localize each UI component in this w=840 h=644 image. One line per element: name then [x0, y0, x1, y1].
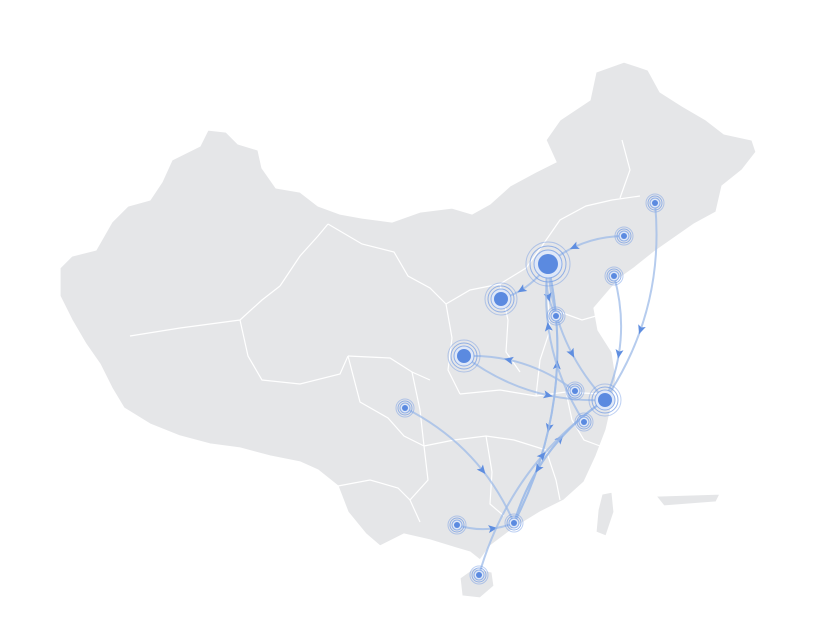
route-line-hefei-xian	[463, 354, 576, 392]
sea-islands-shape	[654, 493, 721, 507]
pulse-ring	[565, 381, 585, 401]
pulse-ring	[567, 383, 583, 399]
city-point	[611, 273, 617, 279]
route-arrow-icon	[615, 349, 624, 359]
city-point	[454, 522, 460, 528]
city-point	[476, 572, 482, 578]
pulse-ring	[529, 245, 567, 283]
province-border-line	[541, 195, 641, 247]
route-line-dalian-shanghai	[604, 275, 623, 401]
pulse-ring	[647, 195, 663, 211]
province-border-line	[565, 391, 601, 447]
province-border-line	[545, 449, 561, 501]
route-arrow-icon	[504, 356, 514, 365]
pulse-ring	[397, 400, 413, 416]
city-marker-haikou[interactable]	[469, 565, 489, 585]
city-marker-nanning[interactable]	[447, 515, 467, 535]
route-arrow-icon	[517, 284, 528, 293]
city-marker-shanghai[interactable]	[588, 383, 622, 417]
city-marker-xian[interactable]	[447, 339, 481, 373]
province-border-line	[485, 435, 505, 517]
city-marker-shenyang[interactable]	[614, 226, 634, 246]
route-line-chengdu-guangzhou	[404, 407, 515, 524]
pulse-ring	[487, 285, 515, 313]
province-border-line	[559, 311, 597, 321]
city-marker-hangzhou[interactable]	[574, 412, 594, 432]
route-arrow-icon	[535, 462, 544, 473]
pulse-ring	[606, 268, 622, 284]
city-marker-chengdu[interactable]	[395, 398, 415, 418]
province-border-line	[411, 371, 425, 447]
route-line-guangzhou-beijing	[513, 263, 559, 524]
city-point	[598, 393, 612, 407]
pulse-ring	[548, 308, 564, 324]
province-border-line	[337, 479, 411, 501]
pulse-ring	[604, 266, 624, 286]
route-arrow-icon	[569, 241, 580, 250]
city-point	[553, 313, 559, 319]
province-borders	[129, 139, 641, 523]
pulse-ring	[616, 228, 632, 244]
province-border-line	[347, 355, 425, 447]
route-line-shanghai-guangzhou	[513, 399, 606, 524]
city-point	[402, 405, 408, 411]
pulse-ring	[525, 241, 571, 287]
pulse-ring	[450, 342, 478, 370]
pulse-ring	[504, 513, 524, 533]
city-point	[572, 388, 578, 394]
city-marker-guangzhou[interactable]	[504, 513, 524, 533]
taiwan-island	[595, 491, 615, 537]
province-border-line	[619, 139, 631, 199]
pulse-ring	[645, 193, 665, 213]
pulse-ring	[576, 414, 592, 430]
route-line-changchun-shanghai	[604, 202, 658, 401]
province-border-line	[239, 319, 349, 385]
route-line-hangzhou-beijing	[545, 263, 585, 423]
mainland-shape	[59, 61, 757, 561]
route-line-xian-shanghai	[463, 355, 606, 402]
pulse-ring	[484, 282, 518, 316]
pulse-ring	[449, 517, 465, 533]
pulse-ring	[588, 383, 622, 417]
pulse-ring	[447, 339, 481, 373]
route-arrow-icon	[488, 525, 498, 534]
pulse-ring	[546, 306, 566, 326]
city-point	[621, 233, 627, 239]
route-arrow-icon	[566, 347, 575, 358]
pulse-ring	[447, 515, 467, 535]
china-landmass	[59, 61, 757, 599]
route-arrow-icon	[542, 390, 553, 399]
province-border-line	[279, 223, 329, 287]
city-point	[494, 292, 508, 306]
city-marker-dalian[interactable]	[604, 266, 624, 286]
city-marker-changchun[interactable]	[645, 193, 665, 213]
province-border-line	[347, 355, 431, 381]
pulse-ring	[591, 386, 619, 414]
route-arrow-icon	[476, 464, 486, 475]
province-border-line	[409, 445, 429, 523]
city-point	[538, 254, 558, 274]
pulse-ring	[614, 226, 634, 246]
pulse-ring	[469, 565, 489, 585]
city-marker-beijing[interactable]	[525, 241, 571, 287]
pulse-ring	[471, 567, 487, 583]
city-marker-jinan[interactable]	[546, 306, 566, 326]
city-marker-hohhot[interactable]	[484, 282, 518, 316]
city-markers	[395, 193, 665, 585]
city-point	[581, 419, 587, 425]
city-point	[457, 349, 471, 363]
province-border-line	[327, 223, 447, 305]
city-point	[652, 200, 658, 206]
pulse-ring	[574, 412, 594, 432]
route-arrow-icon	[544, 322, 553, 332]
pulse-ring	[395, 398, 415, 418]
province-border-line	[445, 303, 461, 395]
route-arrow-icon	[638, 324, 646, 335]
city-point	[511, 520, 517, 526]
city-marker-hefei[interactable]	[565, 381, 585, 401]
pulse-ring	[506, 515, 522, 531]
